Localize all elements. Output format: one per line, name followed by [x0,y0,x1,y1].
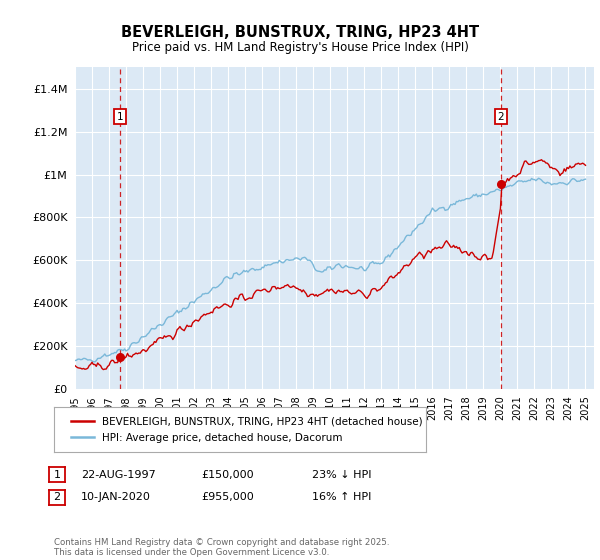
Text: BEVERLEIGH, BUNSTRUX, TRING, HP23 4HT: BEVERLEIGH, BUNSTRUX, TRING, HP23 4HT [121,25,479,40]
Text: £150,000: £150,000 [201,470,254,480]
Text: 23% ↓ HPI: 23% ↓ HPI [312,470,371,480]
Legend: BEVERLEIGH, BUNSTRUX, TRING, HP23 4HT (detached house), HPI: Average price, deta: BEVERLEIGH, BUNSTRUX, TRING, HP23 4HT (d… [67,412,427,447]
Text: 1: 1 [116,111,123,122]
Text: 10-JAN-2020: 10-JAN-2020 [81,492,151,502]
Text: 2: 2 [53,492,61,502]
Text: 2: 2 [497,111,504,122]
Text: Price paid vs. HM Land Registry's House Price Index (HPI): Price paid vs. HM Land Registry's House … [131,41,469,54]
Text: Contains HM Land Registry data © Crown copyright and database right 2025.
This d: Contains HM Land Registry data © Crown c… [54,538,389,557]
Text: 22-AUG-1997: 22-AUG-1997 [81,470,156,480]
Text: 1: 1 [53,470,61,480]
Text: £955,000: £955,000 [201,492,254,502]
Text: 16% ↑ HPI: 16% ↑ HPI [312,492,371,502]
